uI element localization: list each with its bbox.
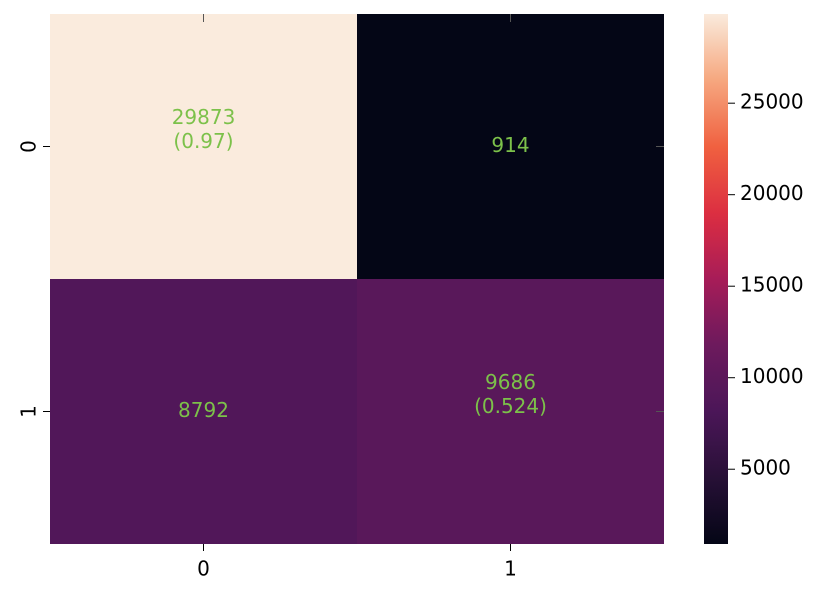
- cell-ratio-label-1-1: (0.524): [474, 394, 547, 418]
- cell-value-label-0-1: 914: [491, 133, 529, 157]
- colorbar-tick-label-10000: 10000: [740, 364, 804, 388]
- x-tick-label-0: 0: [197, 557, 210, 581]
- colorbar-tick-label-15000: 15000: [740, 273, 804, 297]
- heatmap-axes: 0 1 0 1: [17, 14, 664, 581]
- heatmap-cell-0-0: [50, 14, 357, 279]
- colorbar: 25000 20000 15000 10000 5000: [704, 14, 804, 544]
- cell-ratio-label-0-0: (0.97): [173, 129, 233, 153]
- cell-annotations: 29873(0.97) 914 8792 9686(0.524): [172, 105, 547, 422]
- heatmap-cells: [50, 14, 664, 544]
- colorbar-tick-label-5000: 5000: [740, 456, 791, 480]
- heatmap-cell-0-1: [357, 14, 664, 279]
- x-tick-label-1: 1: [504, 557, 517, 581]
- cell-value-label-1-1: 9686: [485, 370, 536, 394]
- cell-value-label-0-0: 29873: [172, 105, 236, 129]
- colorbar-tick-label-25000: 25000: [740, 90, 804, 114]
- heatmap-cell-1-1: [357, 279, 664, 544]
- y-tick-label-1: 1: [17, 405, 41, 418]
- colorbar-gradient: [704, 14, 728, 544]
- colorbar-tick-label-20000: 20000: [740, 181, 804, 205]
- heatmap-cell-1-0: [50, 279, 357, 544]
- y-tick-label-0: 0: [17, 140, 41, 153]
- cell-value-label-1-0: 8792: [178, 398, 229, 422]
